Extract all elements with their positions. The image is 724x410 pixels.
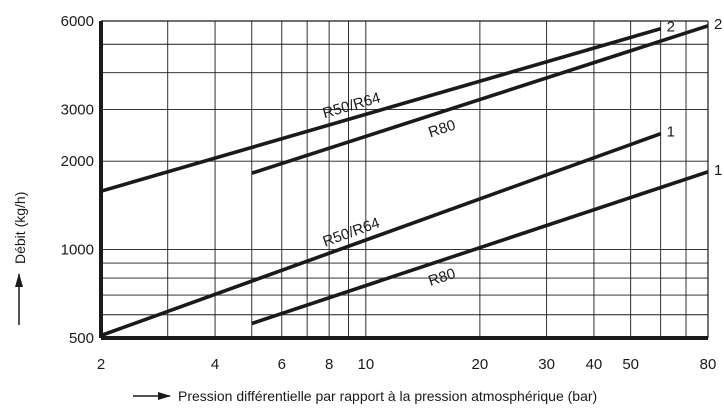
- x-axis-title: Pression différentielle par rapport à la…: [178, 388, 597, 404]
- curve-number-label: 1: [667, 124, 675, 141]
- y-axis-arrow-head: [15, 273, 23, 287]
- x-tick-label: 8: [325, 356, 333, 373]
- series-name-label: R80: [426, 265, 457, 290]
- y-tick-label: 2000: [61, 153, 94, 170]
- x-tick-label: 4: [211, 356, 219, 373]
- plot-frame: [99, 20, 709, 340]
- chart-grid: [100, 20, 709, 339]
- y-axis-title: Débit (kg/h): [12, 192, 28, 264]
- series-line: [100, 132, 662, 338]
- y-tick-label: 1000: [61, 242, 94, 259]
- y-tick-label: 500: [69, 330, 94, 347]
- x-tick-label: 50: [622, 356, 639, 373]
- series-line: [100, 26, 662, 193]
- y-tick-label: 6000: [61, 13, 94, 30]
- series-lines: [100, 24, 709, 338]
- y-axis-ticks: 500 1000 2000 3000 6000: [61, 13, 94, 347]
- x-tick-label: 10: [357, 356, 374, 373]
- x-axis-title-group: Pression différentielle par rapport à la…: [133, 388, 597, 404]
- curve-number-label: 2: [667, 19, 675, 36]
- series-line: [251, 24, 709, 175]
- y-axis-title-group: Débit (kg/h): [12, 192, 28, 325]
- curve-number-label: 2: [714, 16, 722, 33]
- curve-number-label: 1: [714, 162, 722, 179]
- x-tick-label: 2: [97, 356, 105, 373]
- series-name-label: R80: [426, 117, 457, 142]
- x-axis-ticks: 2 4 6 8 10 20 30 40 50 80: [97, 356, 717, 373]
- series-line: [251, 170, 709, 326]
- x-tick-label: 30: [538, 356, 555, 373]
- x-tick-label: 20: [472, 356, 489, 373]
- x-tick-label: 6: [278, 356, 286, 373]
- x-tick-label: 80: [700, 356, 717, 373]
- x-tick-label: 40: [586, 356, 603, 373]
- y-tick-label: 3000: [61, 101, 94, 118]
- x-axis-arrow-head: [158, 392, 171, 400]
